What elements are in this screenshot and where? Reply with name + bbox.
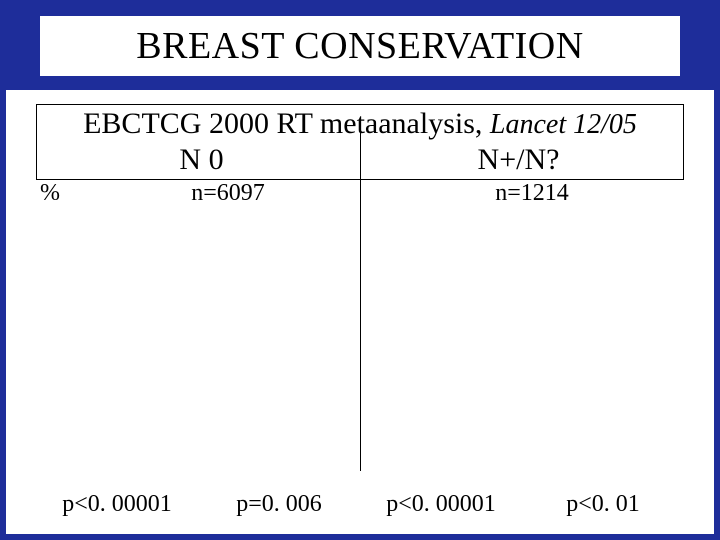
y-axis-label: %	[36, 180, 76, 207]
col-header-right: N+/N?	[360, 143, 677, 177]
subtitle-journal: Lancet 12/05	[490, 109, 637, 140]
subtitle-main: EBCTCG 2000 RT metaanalysis,	[83, 107, 482, 140]
col-header-left: N 0	[43, 143, 360, 177]
p-value-3: p<0. 00001	[360, 491, 522, 518]
slide-frame: BREAST CONSERVATION EBCTCG 2000 RT metaa…	[0, 0, 720, 540]
title-bar: BREAST CONSERVATION	[6, 6, 714, 90]
chart-area	[36, 213, 684, 463]
p-value-4: p<0. 01	[522, 491, 684, 518]
p-values-row: p<0. 00001 p=0. 006 p<0. 00001 p<0. 01	[36, 491, 684, 518]
n-left: n=6097	[76, 180, 380, 207]
title-box: BREAST CONSERVATION	[40, 16, 680, 76]
slide-title: BREAST CONSERVATION	[136, 25, 583, 67]
vertical-divider	[360, 117, 361, 471]
p-value-1: p<0. 00001	[36, 491, 198, 518]
p-value-2: p=0. 006	[198, 491, 360, 518]
n-right: n=1214	[380, 180, 684, 207]
